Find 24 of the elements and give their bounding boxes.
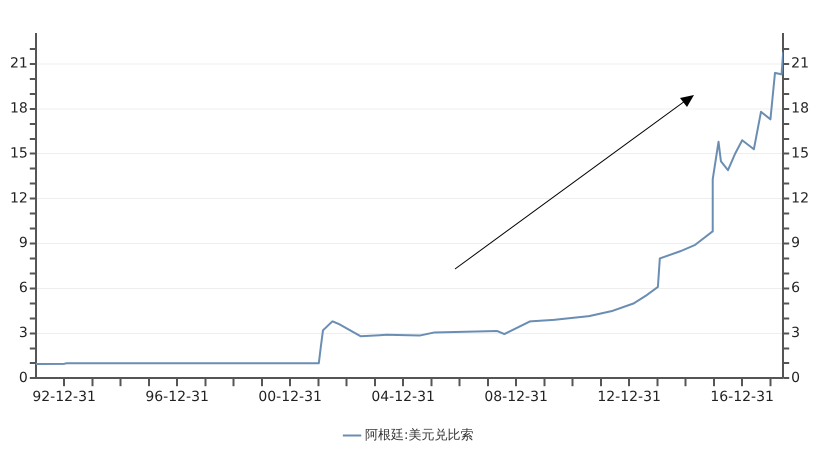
x-tick-label: 16-12-31 [710, 389, 774, 406]
y-tick-label: 3 [18, 324, 28, 341]
y2-tick-label: 21 [791, 56, 810, 72]
y-tick-label: 18 [10, 100, 28, 116]
y-tick-label: 12 [10, 190, 28, 206]
y2-tick-label: 15 [791, 145, 810, 162]
x-tick-label: 96-12-31 [145, 389, 209, 406]
x-tick-label: 00-12-31 [258, 389, 322, 406]
y-tick-label: 9 [18, 235, 28, 252]
x-tick-label: 04-12-31 [371, 389, 435, 406]
y2-tick-label: 9 [791, 235, 800, 252]
y2-tick-label: 12 [791, 190, 810, 206]
y2-tick-label: 18 [791, 100, 810, 116]
x-tick-label: 12-12-31 [597, 389, 661, 406]
y-tick-label: 21 [10, 56, 28, 72]
y2-tick-label: 6 [791, 280, 800, 296]
legend-label: 阿根廷:美元兑比索 [365, 426, 474, 443]
y2-tick-label: 3 [791, 324, 800, 341]
y-tick-label: 0 [18, 370, 28, 386]
x-tick-label: 08-12-31 [484, 389, 548, 406]
y2-tick-label: 0 [791, 370, 800, 386]
x-tick-label: 92-12-31 [32, 389, 96, 406]
y-tick-label: 15 [10, 145, 28, 162]
y-tick-label: 6 [18, 280, 28, 296]
